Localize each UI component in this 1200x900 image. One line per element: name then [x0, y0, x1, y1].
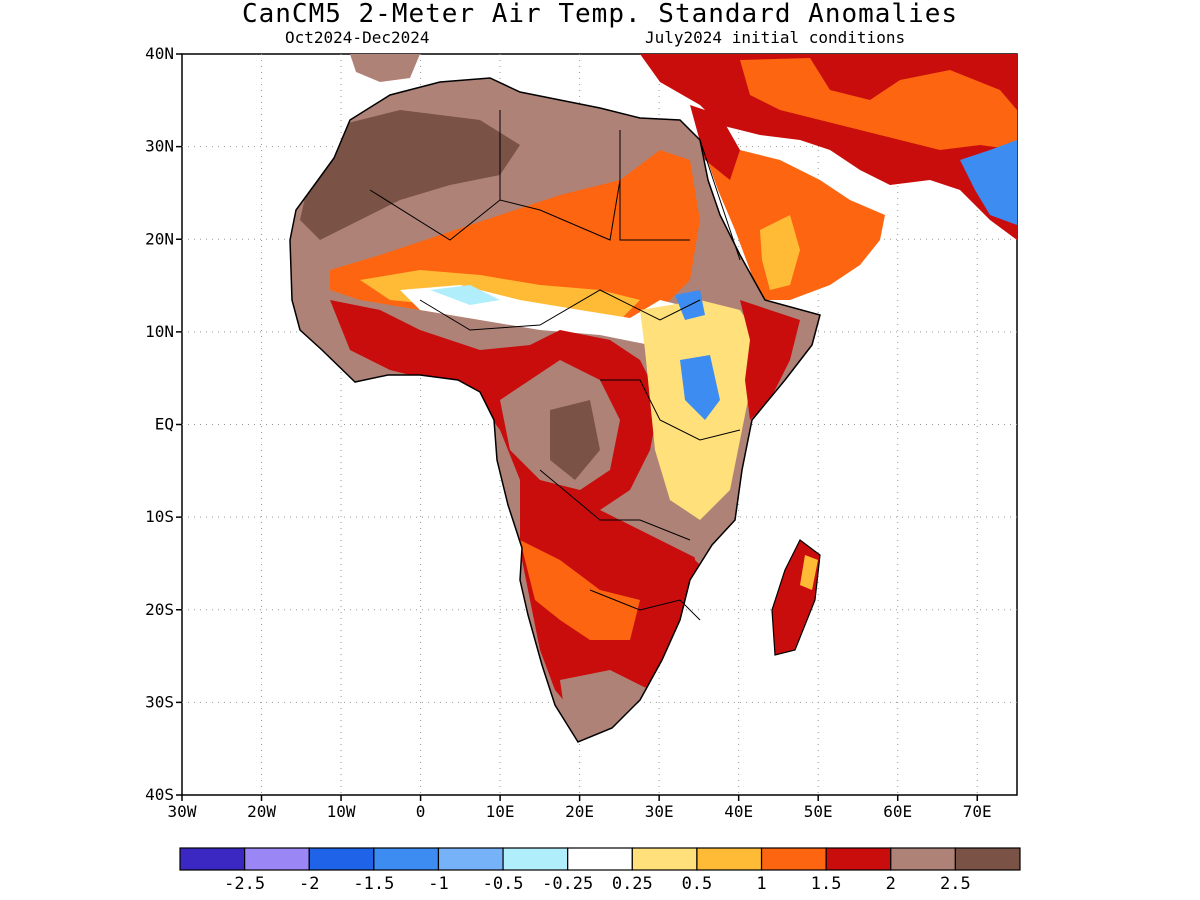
lat-label: 10S [145, 507, 174, 526]
colorbar-swatch [502, 847, 569, 871]
colorbar-label: 0.25 [612, 874, 653, 894]
colorbar-swatch [373, 847, 440, 871]
colorbar-label: 0.5 [682, 874, 713, 894]
lon-label: 10E [486, 802, 515, 821]
sahel-cool-shape [430, 285, 500, 305]
lat-label: EQ [155, 415, 174, 434]
lon-label: 0 [416, 802, 426, 821]
colorbar-label: -2 [299, 874, 319, 894]
iran-shape [740, 58, 1017, 150]
colorbar-swatch [244, 847, 310, 871]
lon-label: 60E [883, 802, 912, 821]
lat-label: 30S [145, 692, 174, 711]
horn-red-shape [740, 300, 800, 420]
iberia-shape [350, 54, 420, 82]
colorbar [179, 847, 1021, 871]
colorbar-label: 2.5 [940, 874, 971, 894]
africa-coastline [289, 77, 821, 743]
lake-region-cool-shape [680, 355, 720, 420]
forecast-period: Oct2024-Dec2024 [285, 28, 430, 47]
lon-label: 50E [804, 802, 833, 821]
lat-label: 40N [145, 44, 174, 63]
axis-ticks [176, 53, 978, 801]
country-borders [369, 110, 741, 621]
map-title: CanCM5 2-Meter Air Temp. Standard Anomal… [241, 0, 959, 29]
arabia-shape [700, 140, 885, 300]
lat-label: 30N [145, 137, 174, 156]
longitude-labels: 30W 20W 10W 0 10E 20E 30E 40E 50E 60E 70E [168, 802, 992, 821]
colorbar-label: 2 [886, 874, 896, 894]
lon-label: 20E [565, 802, 594, 821]
colorbar-swatch [308, 847, 375, 871]
colorbar-label: -0.5 [483, 874, 524, 894]
latitude-labels: 40N 30N 20N 10N EQ 10S 20S 30S 40S [145, 44, 174, 804]
colorbar-swatch [954, 847, 1021, 871]
colorbar-swatch [631, 847, 698, 871]
lat-label: 40S [145, 785, 174, 804]
southern-orange-shape [520, 540, 640, 640]
madagascar-coastline [771, 539, 821, 656]
egypt-east-shape [690, 105, 740, 180]
sahara-dark-shape [300, 110, 520, 240]
europe-region [350, 54, 1017, 300]
colorbar-swatch [890, 847, 956, 871]
colorbar-swatch [179, 847, 246, 871]
initial-conditions: July2024 initial conditions [645, 28, 906, 47]
lon-label: 30E [645, 802, 674, 821]
colorbar-label: -0.25 [542, 874, 593, 894]
colorbar-label: -1 [428, 874, 448, 894]
colorbar-label: -1.5 [353, 874, 394, 894]
colorbar-swatch [825, 847, 892, 871]
arabia-cool-shape [760, 215, 800, 290]
colorbar-label: -2.5 [224, 874, 265, 894]
lat-label: 20N [145, 229, 174, 248]
colorbar-label: 1.5 [811, 874, 842, 894]
colorbar-swatch [567, 847, 633, 871]
madagascar-warm-shape [800, 555, 818, 590]
colorbar-labels: -2.5 -2 -1.5 -1 -0.5 -0.25 0.25 0.5 1 1.5 2 2.5 [224, 874, 971, 894]
colorbar-swatch [760, 847, 827, 871]
lon-label: 10W [327, 802, 356, 821]
lat-label: 20S [145, 600, 174, 619]
lon-label: 70E [963, 802, 992, 821]
congo-dark-shape [550, 400, 600, 480]
lat-label: 10N [145, 322, 174, 341]
lon-label: 40E [724, 802, 753, 821]
colorbar-label: 1 [756, 874, 766, 894]
lon-label: 30W [168, 802, 197, 821]
colorbar-swatch [696, 847, 763, 871]
colorbar-swatch [437, 847, 504, 871]
lon-label: 20W [247, 802, 276, 821]
india-cool-shape [960, 140, 1017, 225]
